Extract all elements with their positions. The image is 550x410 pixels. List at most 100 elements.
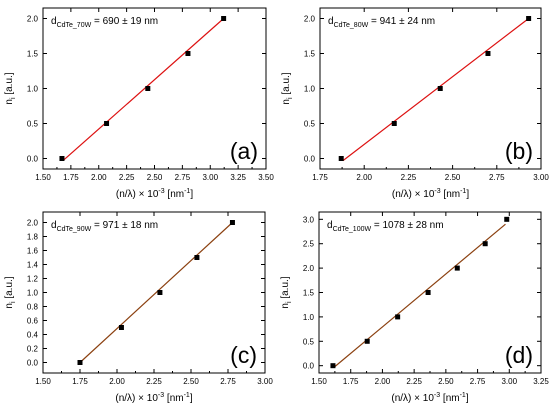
x-tick-label: 2.50 xyxy=(183,377,199,386)
y-axis-label-post: [a.u.] xyxy=(4,276,15,301)
x-axis-label-pre: (n/λ) × 10 xyxy=(116,189,159,200)
data-point xyxy=(364,338,370,344)
x-tick-label: 1.50 xyxy=(311,377,327,386)
y-tick-label: 2.5 xyxy=(303,240,315,249)
y-tick-label: 2.0 xyxy=(27,15,39,24)
x-tick-label: 1.75 xyxy=(72,377,88,386)
x-axis-label-sup2: -1 xyxy=(460,392,466,399)
y-tick-label: 0.0 xyxy=(27,359,39,368)
y-tick-label: 2.0 xyxy=(303,264,315,273)
thickness-annotation: dCdTe_90W = 971 ± 18 nm xyxy=(51,220,158,233)
x-tick-label: 2.50 xyxy=(445,173,461,182)
x-tick-label: 2.25 xyxy=(146,377,162,386)
thickness-annotation: dCdTe_70W = 690 ± 19 nm xyxy=(51,16,158,29)
data-point xyxy=(338,156,344,161)
x-axis-label-sup2: -1 xyxy=(184,188,190,195)
x-axis-label-sup2: -1 xyxy=(184,392,190,399)
panel-label: (a) xyxy=(230,138,258,164)
x-axis-label-sup: -3 xyxy=(434,392,440,399)
annotation-base: d xyxy=(328,16,334,27)
x-tick-label: 3.50 xyxy=(258,173,274,182)
data-point xyxy=(425,290,431,295)
y-tick-label: 1.0 xyxy=(303,313,315,322)
y-tick-label: 1.5 xyxy=(304,50,316,59)
data-point xyxy=(454,265,460,271)
x-axis-label-mid: [nm xyxy=(440,393,459,404)
data-point xyxy=(330,363,336,369)
x-tick-label: 1.75 xyxy=(312,173,328,182)
y-axis-label-sub: i xyxy=(286,301,293,303)
x-tick-label: 2.25 xyxy=(401,173,417,182)
annotation-subscript: CdTe_90W xyxy=(57,226,92,233)
annotation-base: d xyxy=(51,16,57,27)
annotation-subscript: CdTe_80W xyxy=(334,22,369,29)
panel-label: (b) xyxy=(505,138,533,164)
data-point xyxy=(221,16,227,21)
x-tick-label: 3.00 xyxy=(501,377,517,386)
data-point xyxy=(77,360,83,365)
annotation-subscript: CdTe_100W xyxy=(333,226,372,233)
y-axis-label: ni [a.u.] xyxy=(281,72,294,104)
y-tick-label: 1.5 xyxy=(303,289,315,298)
panel-label: (c) xyxy=(230,342,257,368)
x-tick-label: 2.00 xyxy=(91,173,107,182)
data-point xyxy=(229,220,235,225)
y-tick-label: 0.4 xyxy=(27,331,39,340)
x-tick-label: 2.25 xyxy=(406,377,422,386)
x-tick-label: 2.00 xyxy=(375,377,391,386)
x-tick-label: 2.75 xyxy=(489,173,505,182)
y-tick-label: 0.2 xyxy=(27,345,39,354)
chart-panel-3: 1.50 1.75 2.00 2.25 2.50 2.75 3.00 0.0 0.2 0.4 0.6… xyxy=(4,211,273,404)
x-axis-label-pre: (n/λ) × 10 xyxy=(391,393,434,404)
x-tick-label: 2.50 xyxy=(147,173,163,182)
y-tick-label: 0.5 xyxy=(304,120,316,129)
x-axis-label-post: ] xyxy=(466,393,469,404)
y-axis-label-sub: i xyxy=(287,97,294,99)
chart-panel-1: 1.50 1.75 2.00 2.25 2.50 2.75 3.00 3.25 3.50 0.0 0… xyxy=(4,7,274,200)
x-axis-label-post: ] xyxy=(190,393,193,404)
x-tick-label: 2.00 xyxy=(109,377,125,386)
x-axis-label-pre: (n/λ) × 10 xyxy=(392,189,435,200)
data-point xyxy=(145,86,151,91)
x-tick-label: 2.25 xyxy=(119,173,135,182)
y-axis-label-sub: i xyxy=(10,301,17,303)
x-axis-label-sup: -3 xyxy=(158,392,164,399)
y-tick-label: 1.5 xyxy=(27,50,39,59)
y-tick-label: 1.0 xyxy=(304,85,316,94)
x-axis-label-sup2: -1 xyxy=(460,188,466,195)
annotation-value: = 1078 ± 28 nm xyxy=(371,220,443,231)
y-tick-label: 1.0 xyxy=(27,289,39,298)
x-tick-label: 3.00 xyxy=(257,377,273,386)
x-axis-label: (n/λ) × 10-3 [nm-1] xyxy=(115,392,192,404)
y-tick-label: 0.5 xyxy=(27,120,39,129)
y-axis-label: ni [a.u.] xyxy=(4,72,17,104)
x-axis-label-post: ] xyxy=(190,189,193,200)
x-axis-label-sup: -3 xyxy=(434,188,440,195)
data-point xyxy=(485,51,491,56)
y-axis-label: ni [a.u.] xyxy=(280,276,293,308)
data-point xyxy=(185,51,191,56)
y-tick-label: 0.0 xyxy=(303,362,315,371)
y-axis-label-base: n xyxy=(4,99,15,105)
annotation-value: = 690 ± 19 nm xyxy=(91,16,158,27)
x-tick-label: 1.75 xyxy=(343,377,359,386)
x-tick-label: 1.50 xyxy=(35,377,51,386)
y-tick-label: 2.0 xyxy=(304,15,316,24)
data-point xyxy=(526,16,532,21)
data-point xyxy=(391,121,397,126)
x-axis-label-mid: [nm xyxy=(165,189,184,200)
x-axis-label: (n/λ) × 10-3 [nm-1] xyxy=(392,188,469,200)
x-tick-label: 3.00 xyxy=(533,173,549,182)
y-tick-label: 1.2 xyxy=(27,275,39,284)
chart-panel-2: 1.75 2.00 2.25 2.50 2.75 3.00 0.0 0.5 1.0 1.5 2.0 d… xyxy=(281,7,549,200)
x-axis-label-post: ] xyxy=(466,189,469,200)
data-point xyxy=(194,255,200,260)
fit-line xyxy=(79,222,233,363)
y-axis-label: ni [a.u.] xyxy=(4,276,17,308)
annotation-value: = 941 ± 24 nm xyxy=(368,16,435,27)
x-tick-label: 1.75 xyxy=(63,173,79,182)
x-tick-label: 3.25 xyxy=(230,173,246,182)
y-tick-label: 2.0 xyxy=(27,219,39,228)
x-axis-label: (n/λ) × 10-3 [nm-1] xyxy=(391,392,468,404)
fit-line xyxy=(333,223,506,368)
